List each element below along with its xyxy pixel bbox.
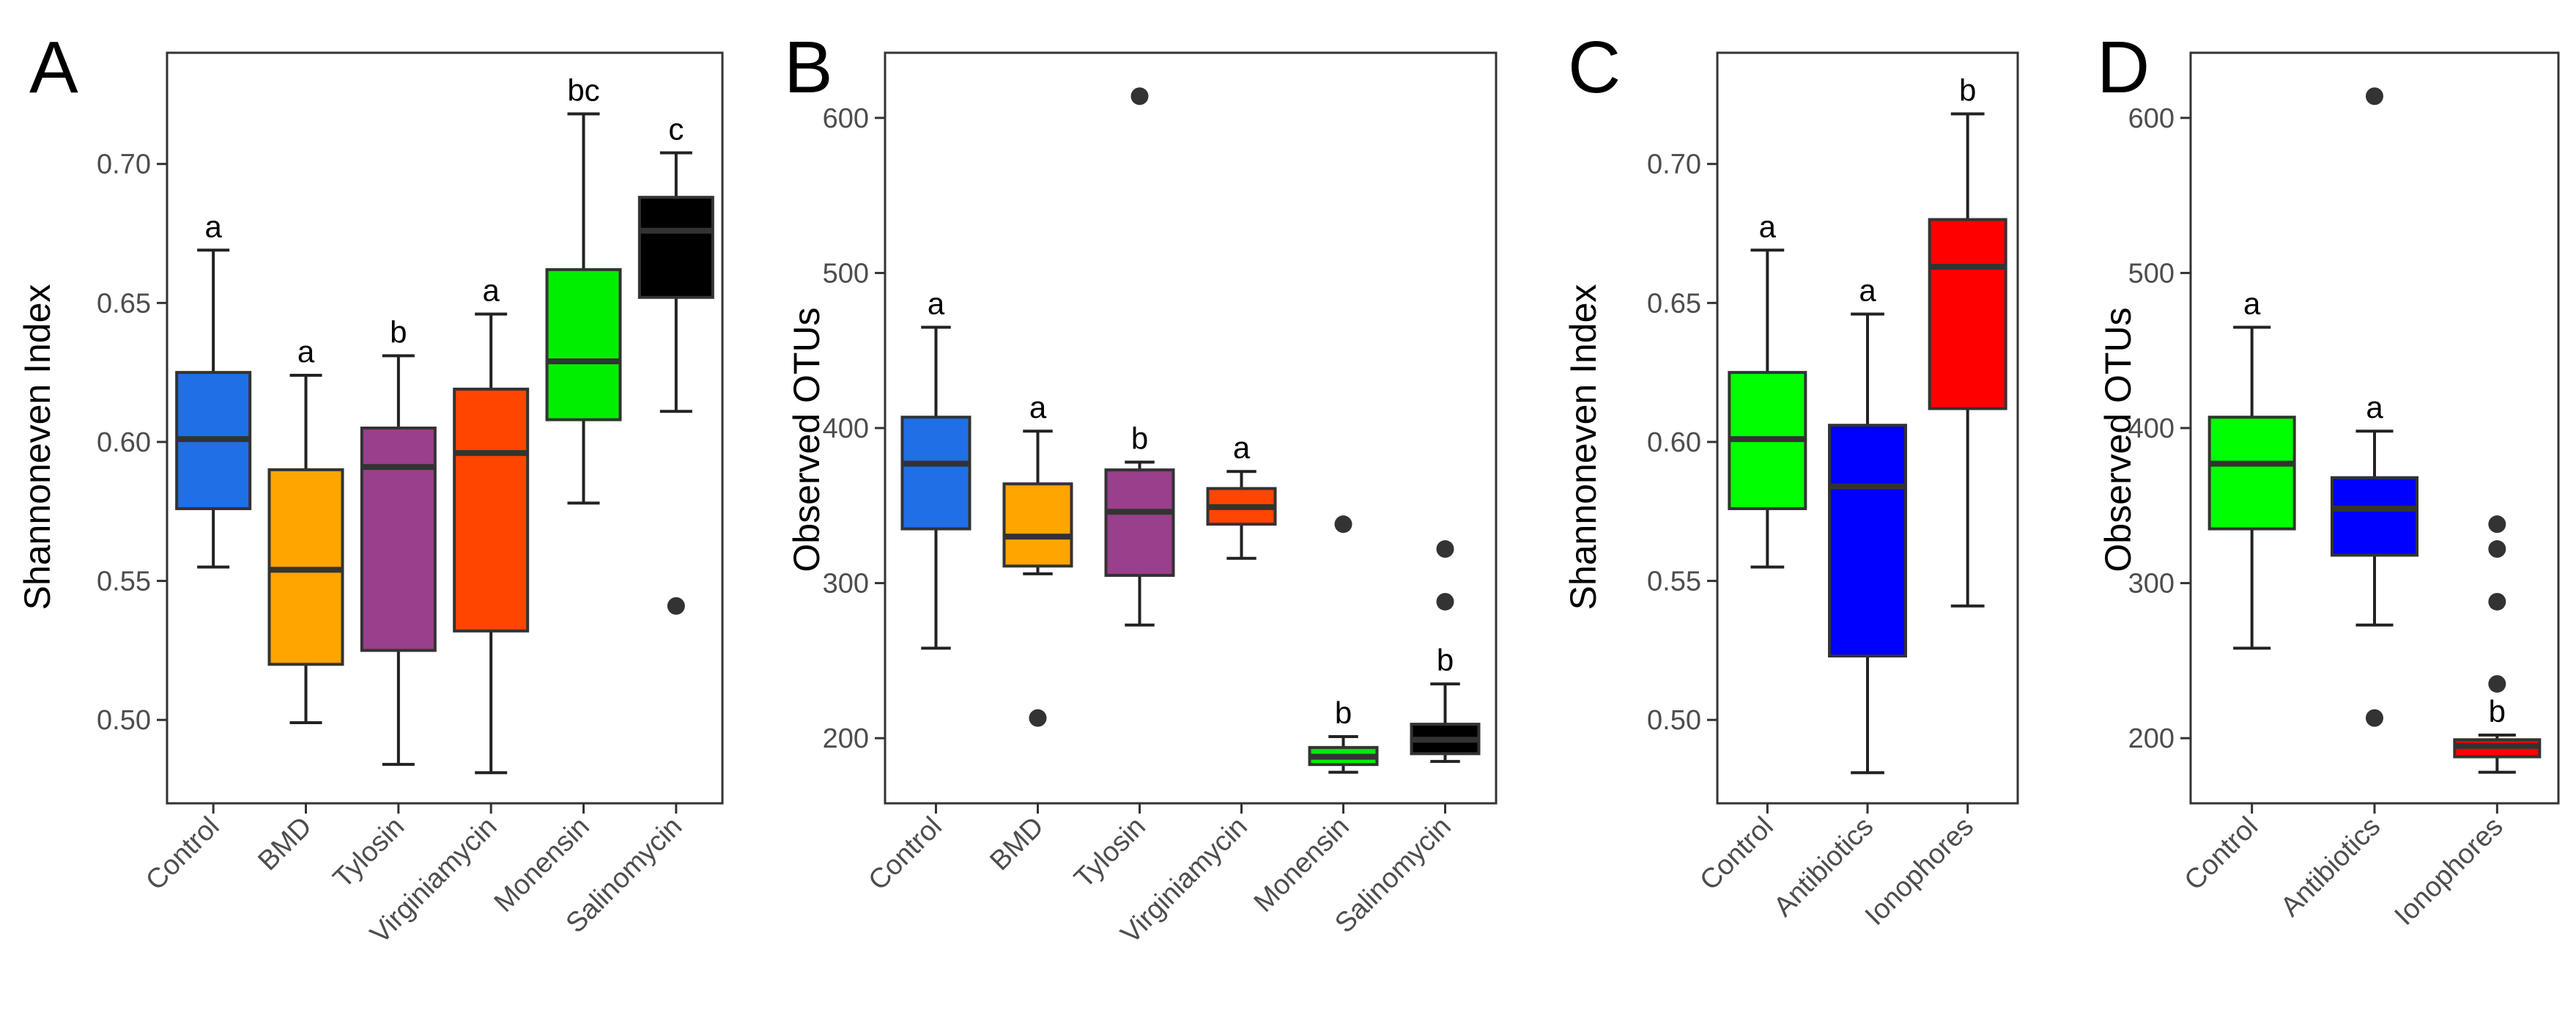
panel-d-y-tick-label: 600 <box>2128 103 2175 134</box>
panel-c-y-tick-label: 0.50 <box>1647 705 1701 736</box>
panel-a-significance-label: a <box>204 209 222 243</box>
panel-d-box <box>2331 476 2418 557</box>
panel-c-x-tick-label: Control <box>1694 811 1779 896</box>
panel-a-y-tick-label: 0.60 <box>97 427 151 458</box>
panel-b-outlier-point <box>1436 540 1454 559</box>
panel-d: D Observed OTUs 200 300 400 500 600 Control a A… <box>2097 26 2560 932</box>
panel-b-x-tick-label: Monensin <box>1248 811 1355 918</box>
panel-d-x-tick-label: Ionophores <box>2389 811 2509 932</box>
panel-d-x-tick-label: Control <box>2179 811 2264 896</box>
panel-a-y-tick-label: 0.55 <box>97 567 151 597</box>
panel-d-y-tick-label: 400 <box>2128 413 2175 444</box>
panel-a-outlier-point <box>667 597 685 615</box>
panel-c-x-tick-label: Ionophores <box>1859 811 1980 932</box>
panel-b-x-tick-label: Control <box>863 811 948 896</box>
panel-c-significance-label: b <box>1959 73 1976 107</box>
panel-c-y-tick-label: 0.55 <box>1647 567 1701 597</box>
panel-d-significance-label: a <box>2366 390 2383 424</box>
panel-letter-d: D <box>2097 26 2150 108</box>
panel-a-significance-label: a <box>297 334 315 369</box>
panel-d-box <box>2207 416 2296 531</box>
panel-d-outlier-point <box>2366 709 2383 727</box>
panel-d-outlier-point <box>2488 592 2506 611</box>
panel-c-box <box>1828 424 1907 657</box>
panel-b-significance-label: a <box>928 286 945 320</box>
panel-b-outlier-point <box>1130 87 1149 106</box>
panel-a-x-tick-label: Control <box>140 811 225 896</box>
panel-b-y-tick-label: 300 <box>823 569 869 600</box>
panel-b-significance-label: a <box>1029 390 1047 424</box>
panel-c-significance-label: a <box>1859 273 1876 308</box>
panel-b-y-tick-label: 500 <box>823 258 869 289</box>
panel-a: A Shannoneven Index 0.50 0.55 0.60 0.65 0.70… <box>17 26 724 950</box>
panel-d-significance-label: b <box>2489 694 2506 729</box>
panel-b-plot-frame <box>884 51 1498 805</box>
panel-b-significance-label: a <box>1233 430 1251 465</box>
panel-b-box <box>1104 468 1175 577</box>
panel-a-x-tick-label: BMD <box>252 811 317 877</box>
panel-a-significance-label: c <box>668 112 684 147</box>
panel-d-y-tick-label: 500 <box>2128 258 2175 289</box>
panel-b-outlier-point <box>1436 592 1454 611</box>
panel-a-box <box>360 427 437 652</box>
panel-b-outlier-point <box>1334 515 1352 534</box>
panel-a-y-tick-label: 0.70 <box>97 150 151 180</box>
panel-letter-a: A <box>29 26 78 108</box>
panel-letter-c: C <box>1568 26 1621 108</box>
panel-b-x-tick-label: BMD <box>984 811 1049 877</box>
panel-d-x-tick-label: Antibiotics <box>2275 811 2386 923</box>
panel-a-significance-label: a <box>482 273 500 308</box>
panel-b-y-axis-title: Observed OTUs <box>786 307 827 572</box>
panel-b-significance-label: b <box>1131 421 1148 456</box>
panel-b-outlier-point <box>1029 709 1047 727</box>
panel-c-box <box>1928 218 2007 410</box>
panel-c-significance-label: a <box>1759 209 1777 243</box>
panel-b-y-tick-label: 400 <box>823 413 869 444</box>
panel-c-y-tick-label: 0.65 <box>1647 288 1701 319</box>
panel-b-y-tick-label: 600 <box>823 103 869 134</box>
panel-b-x-tick-label: Tylosin <box>1069 811 1152 894</box>
panel-d-significance-label: a <box>2243 286 2261 320</box>
panel-letter-b: B <box>784 26 833 108</box>
panel-d-outlier-point <box>2488 515 2506 534</box>
panel-d-outlier-point <box>2488 675 2506 693</box>
panel-a-y-tick-label: 0.50 <box>97 705 151 736</box>
panel-c-y-tick-label: 0.60 <box>1647 427 1701 458</box>
panel-b-y-tick-label: 200 <box>823 723 869 754</box>
panel-d-outlier-point <box>2488 540 2506 559</box>
panel-a-plot-frame <box>166 51 724 805</box>
panel-a-box <box>545 268 622 421</box>
panel-a-y-tick-label: 0.65 <box>97 288 151 319</box>
panel-a-x-tick-label: Tylosin <box>327 811 410 894</box>
panel-b: B Observed OTUs 200 300 400 500 600 Control a B… <box>784 26 1498 950</box>
panel-c-y-axis-title: Shannoneven Index <box>1563 284 1604 611</box>
panel-a-box <box>637 196 714 299</box>
panel-c: C Shannoneven Index 0.50 0.55 0.60 0.65 0.70… <box>1563 26 2019 932</box>
panel-d-y-tick-label: 200 <box>2128 723 2175 754</box>
panel-d-y-tick-label: 300 <box>2128 569 2175 600</box>
panel-c-y-tick-label: 0.70 <box>1647 150 1701 180</box>
panel-b-significance-label: b <box>1437 643 1454 677</box>
panel-a-significance-label: b <box>390 314 407 349</box>
panel-b-box <box>1002 482 1073 568</box>
panel-b-significance-label: b <box>1335 696 1352 730</box>
panel-a-significance-label: bc <box>567 73 599 107</box>
panel-d-outlier-point <box>2366 87 2383 106</box>
panel-a-box <box>453 387 530 633</box>
panel-d-y-axis-title: Observed OTUs <box>2098 307 2139 572</box>
panel-b-box <box>900 416 971 531</box>
panel-a-y-axis-title: Shannoneven Index <box>17 284 58 611</box>
